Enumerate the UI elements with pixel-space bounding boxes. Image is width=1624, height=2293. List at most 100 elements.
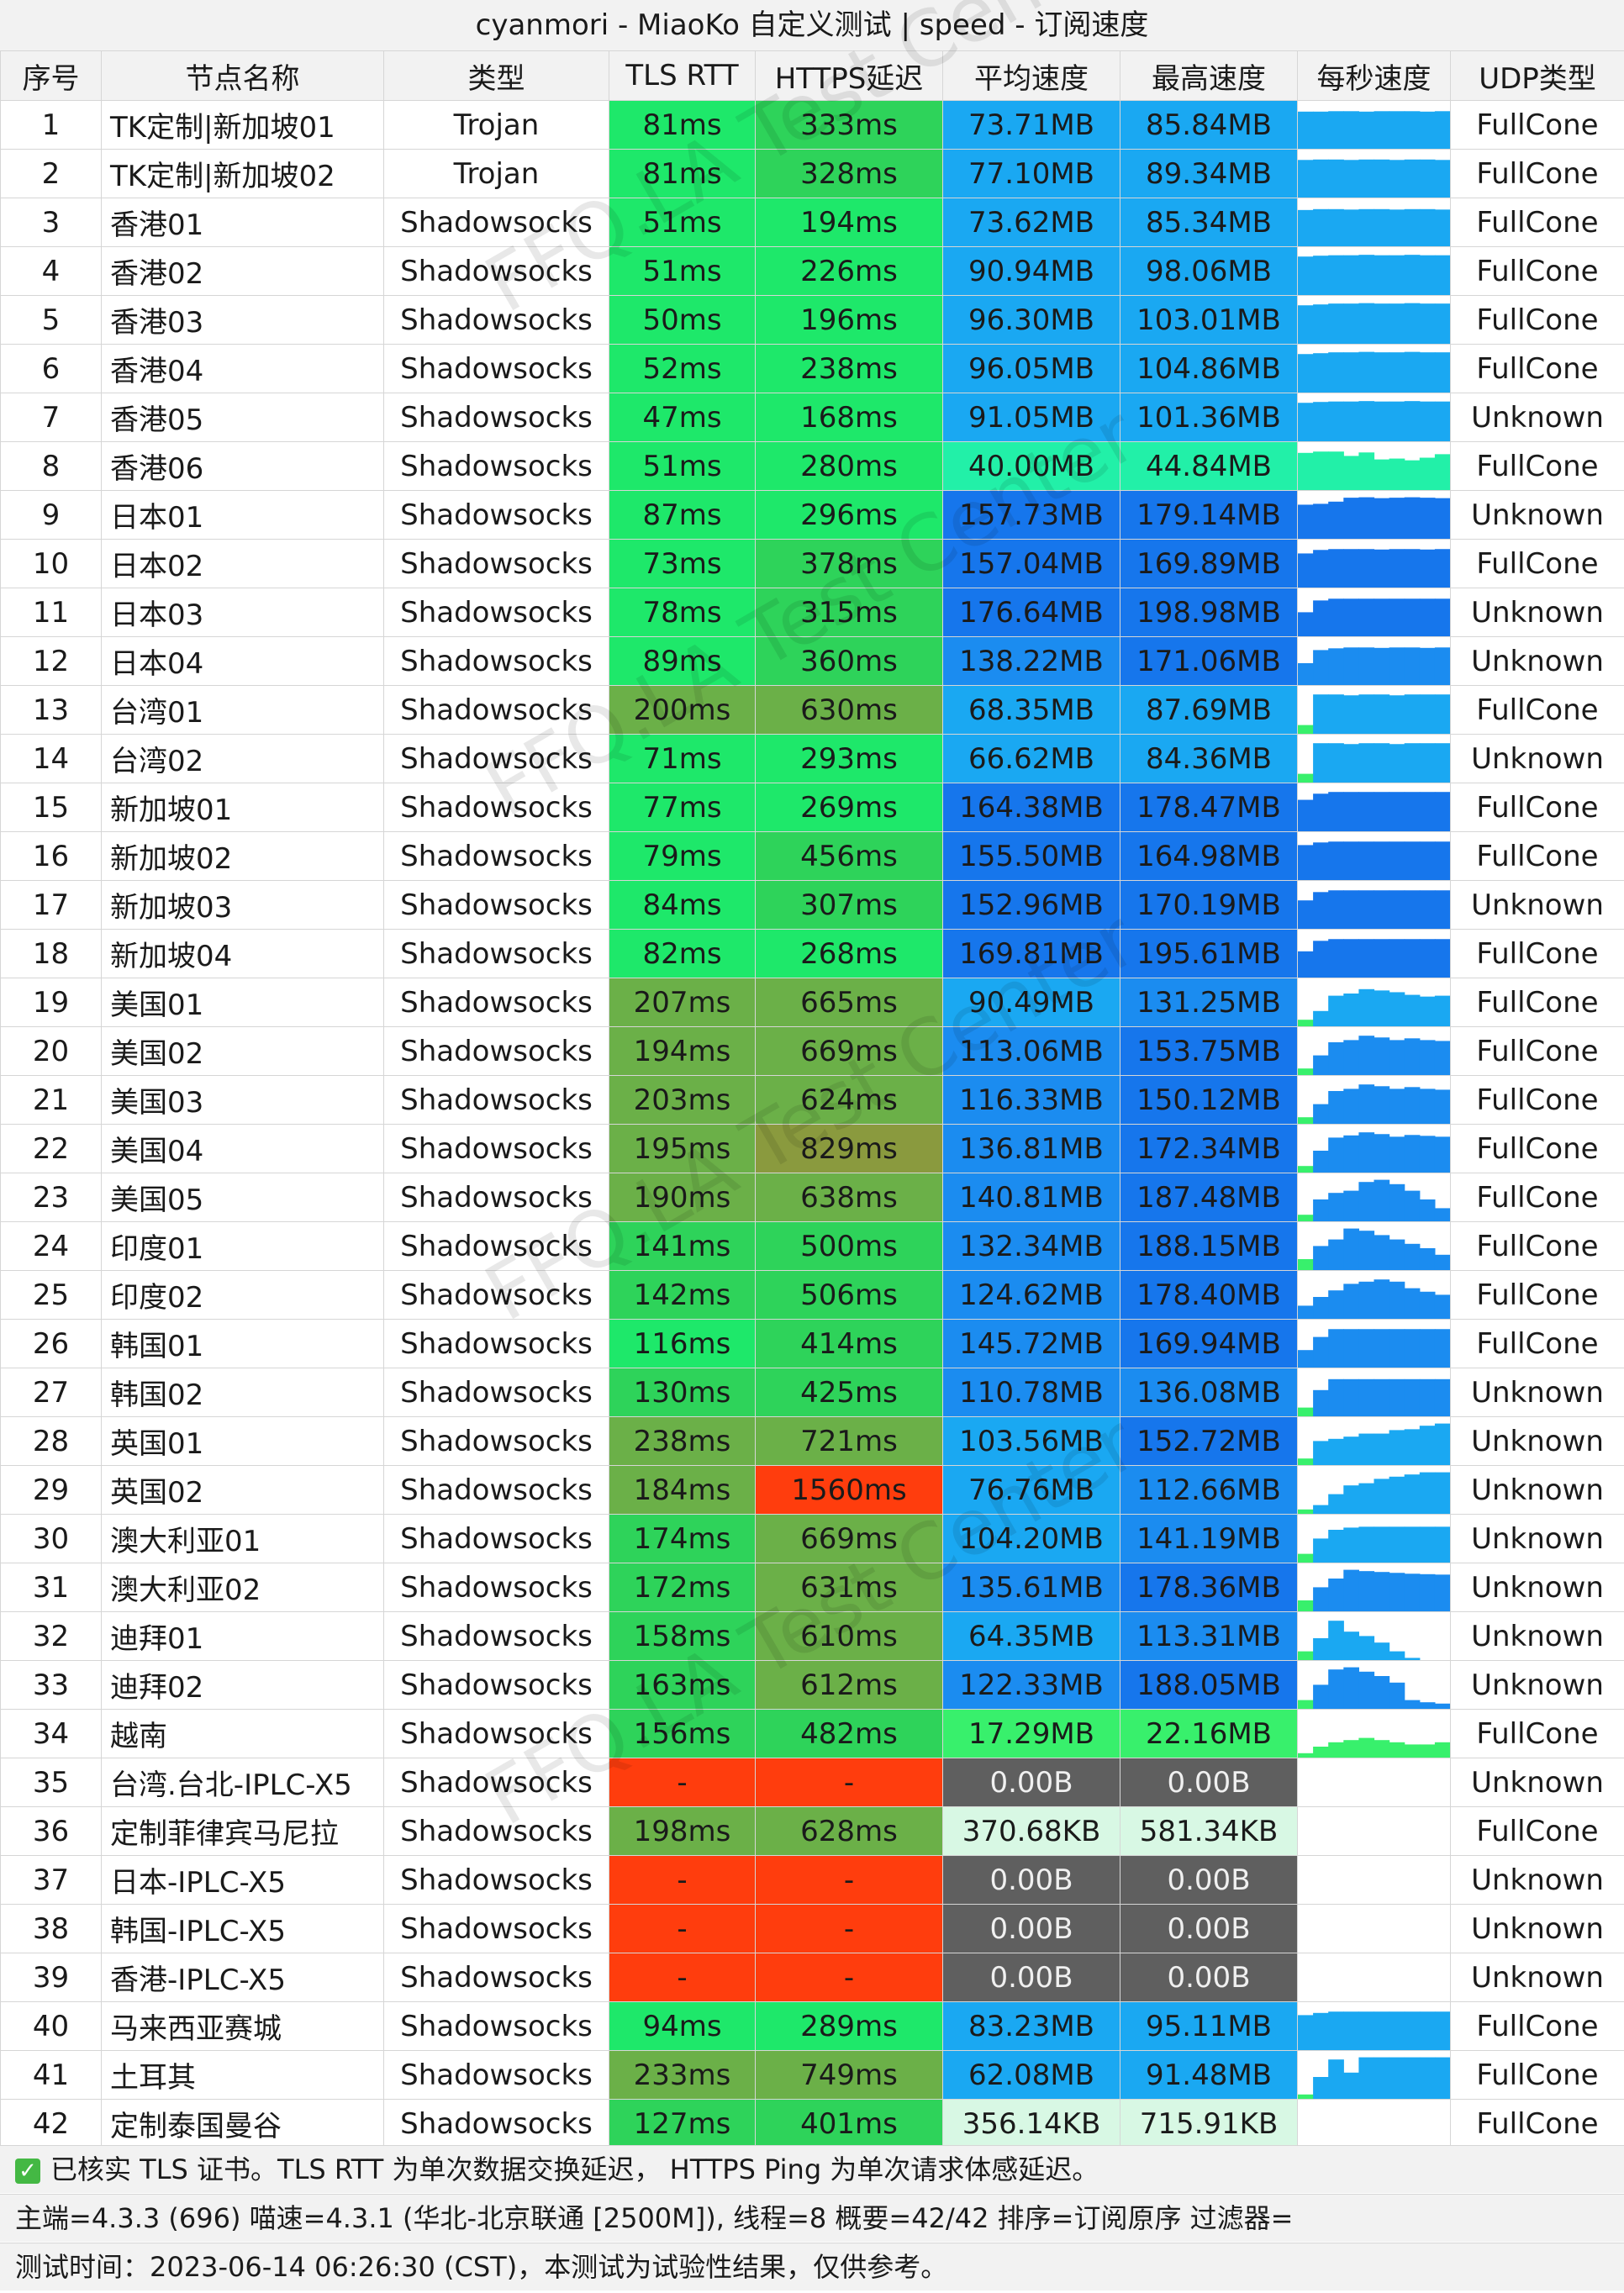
max-speed: 169.89MB: [1120, 539, 1298, 588]
sparkline-bar: [1313, 892, 1329, 929]
table-row: 26 韩国01 Shadowsocks 116ms 414ms 145.72MB 169.9…: [0, 1319, 1624, 1368]
sparkline-bar: [1434, 1378, 1450, 1416]
sparkline-bar: [1374, 303, 1390, 344]
node-type: Shadowsocks: [383, 441, 609, 491]
row-number: 21: [0, 1075, 102, 1125]
avg-speed: 122.33MB: [942, 1660, 1120, 1710]
sparkline-bar: [1328, 939, 1344, 978]
sparkline-bar: [1328, 841, 1344, 880]
sparkline-bar: [1434, 209, 1450, 246]
max-speed: 44.84MB: [1120, 441, 1298, 491]
sparkline-bar: [1358, 1737, 1375, 1758]
https-latency: 414ms: [755, 1319, 943, 1368]
sparkline-bar: [1358, 255, 1375, 295]
tls-rtt: 94ms: [609, 2001, 756, 2051]
avg-speed: 152.96MB: [942, 880, 1120, 930]
node-name: 美国05: [101, 1173, 384, 1222]
node-name: 美国01: [101, 978, 384, 1027]
udp-type: Unknown: [1450, 1953, 1624, 2002]
udp-type: FullCone: [1450, 1026, 1624, 1076]
column-header: 平均速度: [942, 50, 1120, 101]
udp-type: FullCone: [1450, 1221, 1624, 1271]
udp-type: Unknown: [1450, 1368, 1624, 1417]
sparkline-bar: [1298, 1215, 1314, 1221]
sparkline-bar: [1374, 1740, 1390, 1758]
row-number: 33: [0, 1660, 102, 1710]
per-second-speed: [1297, 1611, 1451, 1661]
sparkline-bar: [1374, 1526, 1390, 1563]
column-header: UDP类型: [1450, 50, 1624, 101]
sparkline-bar: [1313, 451, 1329, 490]
https-latency: 196ms: [755, 295, 943, 345]
sparkline-bar: [1358, 841, 1375, 880]
sparkline-bar: [1328, 111, 1344, 149]
sparkline-bar: [1434, 841, 1450, 880]
max-speed: 188.05MB: [1120, 1660, 1298, 1710]
tls-rtt: 78ms: [609, 588, 756, 637]
node-type: Shadowsocks: [383, 1611, 609, 1661]
max-speed: 169.94MB: [1120, 1319, 1298, 1368]
sparkline-bar: [1358, 792, 1375, 831]
sparkline-bar: [1434, 160, 1450, 198]
avg-speed: 17.29MB: [942, 1709, 1120, 1758]
tls-rtt: 142ms: [609, 1270, 756, 1320]
table-row: 2 TK定制|新加坡02 Trojan 81ms 328ms 77.10MB 89.34MB…: [0, 149, 1624, 198]
row-number: 7: [0, 393, 102, 442]
sparkline-bar: [1404, 1573, 1421, 1611]
sparkline-bar: [1328, 1494, 1344, 1514]
sparkline-bar: [1298, 1651, 1314, 1660]
sparkline-bar: [1389, 458, 1405, 490]
https-latency: 665ms: [755, 978, 943, 1027]
sparkline-bar: [1358, 401, 1375, 441]
per-second-speed: [1297, 2050, 1451, 2100]
https-latency: 269ms: [755, 783, 943, 832]
tls-rtt: 163ms: [609, 1660, 756, 1710]
footer-note: ✓ 已核实 TLS 证书。TLS RTT 为单次数据交换延迟， HTTPS Pin…: [0, 2145, 1624, 2193]
sparkline-bar: [1358, 988, 1375, 1026]
max-speed: 98.06MB: [1120, 246, 1298, 296]
table-row: 19 美国01 Shadowsocks 207ms 665ms 90.49MB 131.25…: [0, 978, 1624, 1027]
column-header: TLS RTT: [609, 50, 756, 101]
node-name: 台湾02: [101, 734, 384, 783]
sparkline-bar: [1434, 1472, 1450, 1514]
sparkline-bar: [1404, 1744, 1421, 1758]
sparkline-bar: [1419, 1472, 1436, 1514]
row-number: 11: [0, 588, 102, 637]
per-second-speed: [1297, 2001, 1451, 2051]
table-row: 8 香港06 Shadowsocks 51ms 280ms 40.00MB 44.84MB F…: [0, 441, 1624, 491]
row-number: 37: [0, 1855, 102, 1905]
sparkline-bar: [1313, 1336, 1329, 1368]
table-row: 29 英国02 Shadowsocks 184ms 1560ms 76.76MB 112.6…: [0, 1465, 1624, 1515]
table-row: 10 日本02 Shadowsocks 73ms 378ms 157.04MB 169.89…: [0, 539, 1624, 588]
udp-type: FullCone: [1450, 198, 1624, 247]
sparkline-bar: [1298, 209, 1314, 246]
avg-speed: 116.33MB: [942, 1075, 1120, 1125]
node-name: 韩国02: [101, 1368, 384, 1417]
sparkline-bar: [1419, 111, 1436, 149]
sparkline-bar: [1434, 498, 1450, 539]
row-number: 35: [0, 1758, 102, 1807]
sparkline-bar: [1434, 995, 1450, 1026]
sparkline-bar: [1358, 1378, 1375, 1416]
sparkline-bar: [1328, 694, 1344, 734]
avg-speed: 176.64MB: [942, 588, 1120, 637]
sparkline-bar: [1419, 549, 1436, 588]
avg-speed: 157.73MB: [942, 490, 1120, 540]
avg-speed: 96.05MB: [942, 344, 1120, 393]
row-number: 39: [0, 1953, 102, 2002]
per-second-speed: [1297, 783, 1451, 832]
max-speed: 136.08MB: [1120, 1368, 1298, 1417]
sparkline-bar: [1404, 401, 1421, 441]
sparkline-bar: [1419, 1329, 1436, 1368]
https-latency: 482ms: [755, 1709, 943, 1758]
speed-sparkline: [1298, 1036, 1450, 1075]
udp-type: Unknown: [1450, 1514, 1624, 1563]
speed-sparkline: [1298, 792, 1450, 831]
window-title: cyanmori - MiaoKo 自定义测试 | speed - 订阅速度: [0, 0, 1624, 51]
sparkline-bar: [1374, 1134, 1390, 1173]
sparkline-bar: [1328, 352, 1344, 393]
sparkline-bar: [1298, 799, 1314, 831]
node-name: 印度01: [101, 1221, 384, 1271]
table-row: 37 日本-IPLC-X5 Shadowsocks - -0.00B 0.00B Unkno…: [0, 1855, 1624, 1905]
speed-sparkline: [1298, 1569, 1450, 1611]
